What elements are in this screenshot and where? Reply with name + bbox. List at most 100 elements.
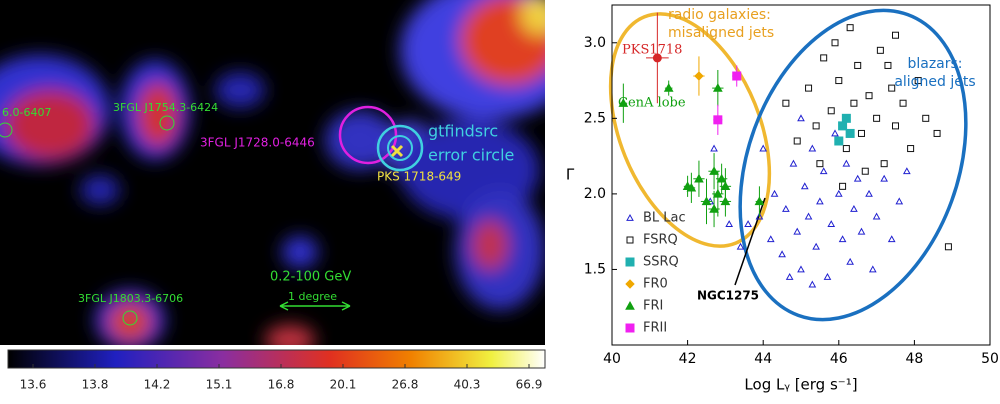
- point: [618, 98, 629, 107]
- colorbar-tick-label: 15.1: [206, 378, 233, 392]
- point: [892, 122, 899, 130]
- scatter-plot: [608, 8, 968, 322]
- point: [820, 54, 828, 62]
- point: [887, 235, 896, 243]
- map-label: error circle: [428, 146, 514, 165]
- point: [709, 203, 719, 213]
- x-tick-label: 42: [679, 351, 697, 367]
- colorbar-tick-label: 40.3: [454, 378, 481, 392]
- legend-marker: [626, 236, 634, 244]
- error-circle: [387, 135, 413, 161]
- point: [842, 159, 851, 167]
- point: [800, 182, 809, 190]
- x-axis-label: Log Lᵧ [erg s⁻¹]: [744, 376, 857, 394]
- point: [831, 39, 839, 47]
- radio-galaxy-region: [608, 12, 772, 248]
- blazar-region: [738, 8, 968, 322]
- point: [842, 145, 850, 153]
- point: [857, 227, 866, 235]
- colorbar-tick-label: 20.1: [330, 378, 357, 392]
- point: [782, 99, 790, 107]
- error-circle: [376, 124, 424, 172]
- point: [797, 265, 805, 273]
- point: [834, 189, 843, 197]
- sky-map: [0, 0, 545, 345]
- x-tick-label: 48: [905, 351, 923, 367]
- point: [853, 174, 862, 182]
- point: [873, 114, 881, 122]
- point: [652, 53, 662, 63]
- point: [854, 61, 862, 69]
- point: [709, 166, 719, 175]
- point: [744, 220, 752, 228]
- source-marker: [0, 122, 13, 138]
- point: [694, 71, 704, 81]
- point-label: PKS1718: [622, 43, 682, 58]
- point: [944, 243, 952, 251]
- point: [766, 235, 775, 243]
- colorbar-tick-label: 66.9: [516, 378, 543, 392]
- point: [868, 265, 877, 273]
- colorbar-tick-label: 26.8: [392, 378, 419, 392]
- scale-arrow: [279, 301, 351, 311]
- y-tick-label: 3.0: [584, 35, 606, 51]
- plot-annotation: misaligned jets: [668, 25, 774, 41]
- point: [880, 174, 889, 182]
- x-tick-label: 50: [981, 351, 999, 367]
- plot-annotation: NGC1275: [697, 289, 759, 303]
- source-marker: [122, 310, 138, 326]
- legend-marker: [626, 213, 634, 221]
- point: [812, 122, 820, 130]
- point: [827, 220, 836, 228]
- point: [720, 196, 731, 206]
- point: [732, 71, 742, 81]
- y-tick-label: 2.5: [584, 110, 606, 126]
- legend-label: FSRQ: [643, 233, 678, 248]
- map-label: 0.2-100 GeV: [270, 270, 351, 285]
- colorbar-tick-label: 14.2: [144, 378, 171, 392]
- point: [895, 197, 904, 205]
- point: [713, 115, 723, 125]
- point: [872, 212, 881, 220]
- y-tick-label: 1.5: [584, 261, 606, 277]
- source-cross: [390, 144, 404, 158]
- point: [804, 212, 813, 220]
- map-label: 1 degree: [288, 290, 337, 303]
- legend-marker: [625, 257, 635, 267]
- point: [716, 173, 727, 183]
- point: [914, 77, 922, 85]
- point: [712, 83, 723, 92]
- colorbar: [7, 349, 546, 369]
- map-label: 3FGL J1803.3-6706: [78, 292, 183, 305]
- map-label: 3FGL J1728.0-6446: [200, 136, 315, 150]
- point: [899, 99, 907, 107]
- point: [850, 204, 858, 212]
- point: [922, 114, 930, 122]
- point: [846, 257, 854, 265]
- plot-frame: [611, 4, 991, 346]
- point: [857, 129, 865, 137]
- point: [850, 99, 858, 107]
- point: [902, 167, 911, 175]
- legend-label: FRII: [643, 321, 667, 336]
- point: [686, 182, 697, 192]
- point: [835, 77, 843, 85]
- point: [838, 121, 848, 131]
- point: [778, 250, 786, 258]
- legend-label: FR0: [643, 277, 668, 292]
- plot-annotation: radio galaxies:: [668, 7, 771, 23]
- point: [841, 113, 851, 123]
- map-label: 6.0-6407: [2, 106, 51, 119]
- colorbar-tick-label: 16.8: [268, 378, 295, 392]
- point: [793, 227, 802, 235]
- y-axis-label: Γ: [566, 166, 575, 184]
- point: [880, 160, 888, 168]
- point: [892, 31, 899, 39]
- point: [812, 242, 820, 250]
- point: [755, 212, 764, 220]
- point: [865, 92, 873, 100]
- point: [861, 167, 869, 175]
- point: [701, 196, 712, 206]
- point: [808, 144, 817, 152]
